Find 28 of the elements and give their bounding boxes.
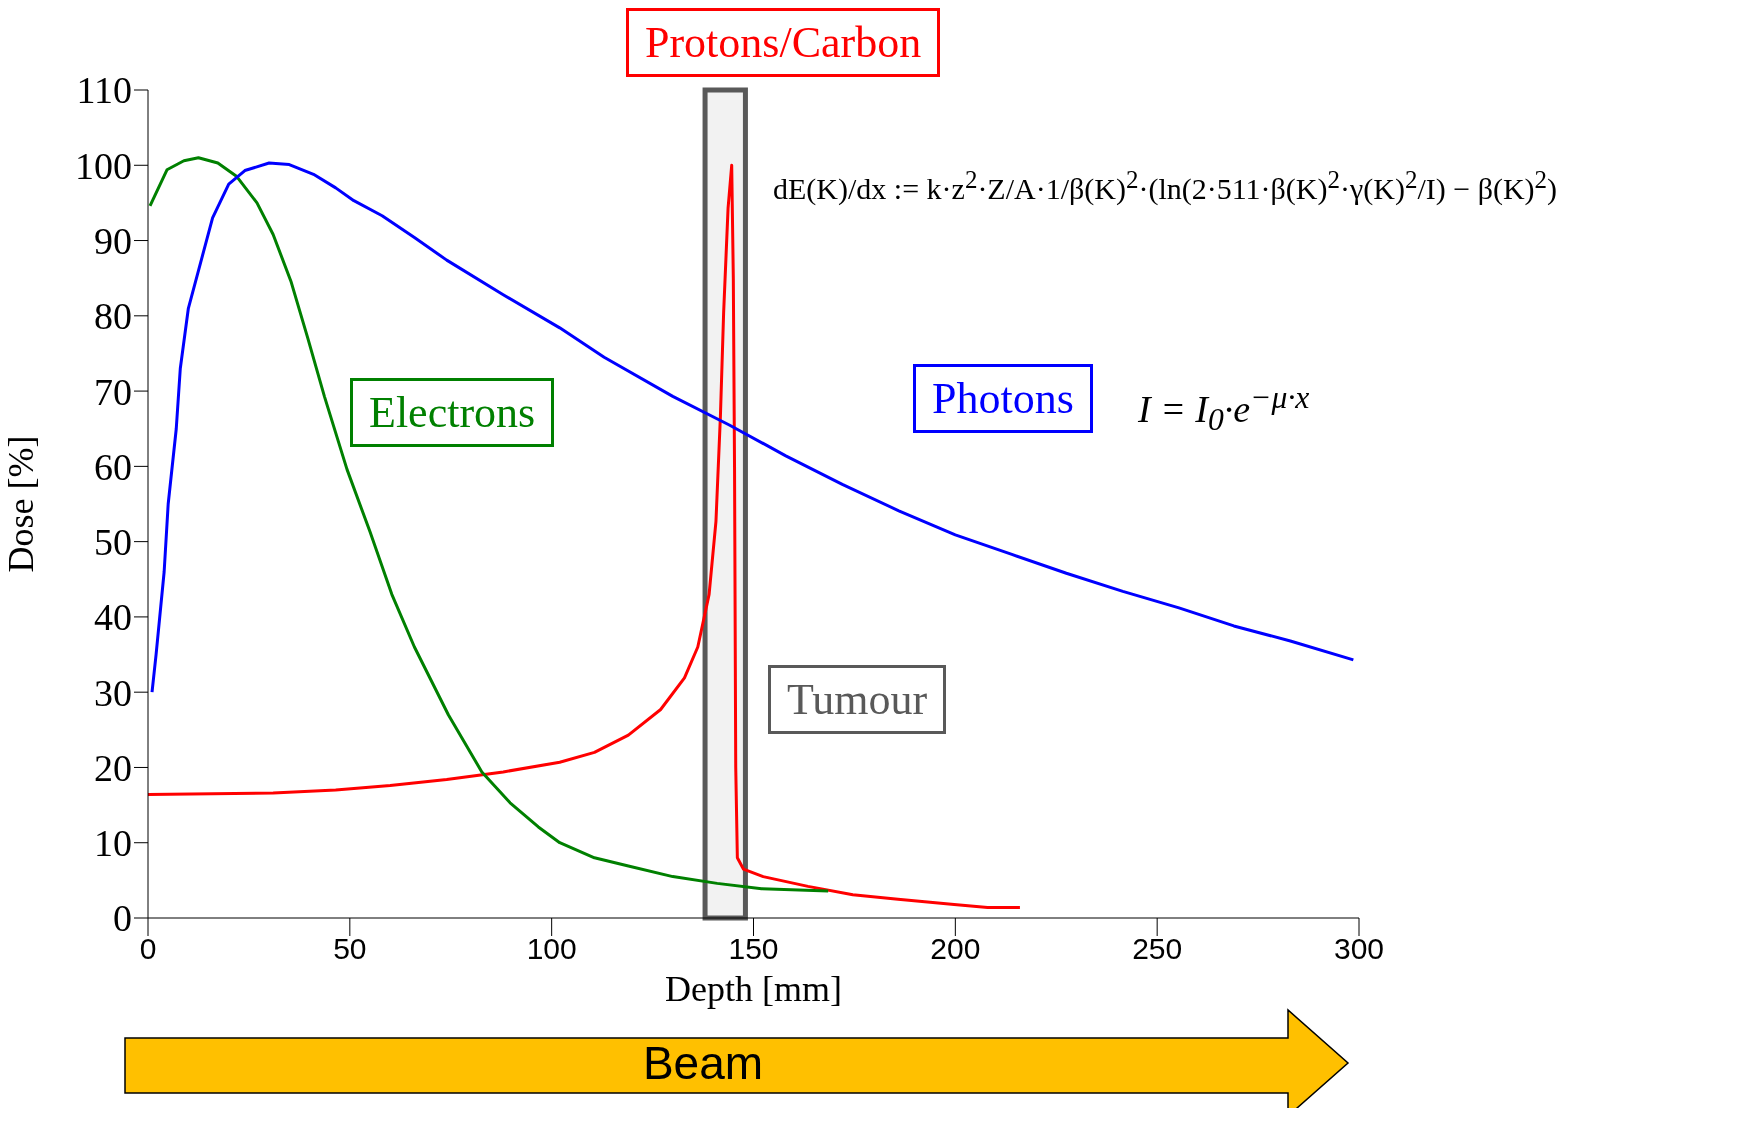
annotation: I = I$_{0}$·e$^{−μ·x}$	[1138, 380, 1310, 439]
text: dE(K)/dx := k·z$^{2}$·Z/A·1/β(K)$^{2}$·(ln(2·511·β(K)$^{2}$·γ(K)$^{2}$/I) − β(K)$^{2}$)	[773, 166, 1558, 205]
x-tick-label: 200	[930, 932, 981, 966]
text: Photons	[913, 364, 1093, 433]
y-tick-label: 50	[94, 521, 132, 564]
text: Protons/Carbon	[626, 8, 941, 77]
y-tick-label: 110	[76, 69, 132, 112]
x-tick-label: 300	[1333, 932, 1385, 966]
y-tick-label: 90	[94, 220, 132, 263]
y-tick-label: 30	[94, 671, 132, 714]
x-tick-label: 50	[333, 932, 367, 966]
band-label: Tumour	[768, 665, 947, 734]
x-tick-label: 150	[728, 932, 779, 966]
y-axis-title: Dose [%]	[0, 435, 41, 573]
x-tick-label: 0	[139, 932, 157, 966]
y-tick-label: 80	[94, 295, 132, 338]
y-tick-label: 40	[94, 596, 132, 639]
y-tick-label: 0	[113, 897, 132, 940]
x-tick-label: 100	[526, 932, 577, 966]
y-tick-label: 100	[75, 144, 132, 187]
x-axis-title: Depth [mm]	[665, 969, 842, 1009]
series-label: Electrons	[350, 378, 555, 447]
x-tick-label: 250	[1132, 932, 1183, 966]
text: Beam	[641, 1036, 765, 1090]
y-tick-label: 20	[94, 746, 132, 789]
y-tick-label: 70	[94, 370, 132, 413]
y-tick-label: 60	[94, 445, 132, 488]
y-tick-label: 10	[94, 822, 132, 865]
